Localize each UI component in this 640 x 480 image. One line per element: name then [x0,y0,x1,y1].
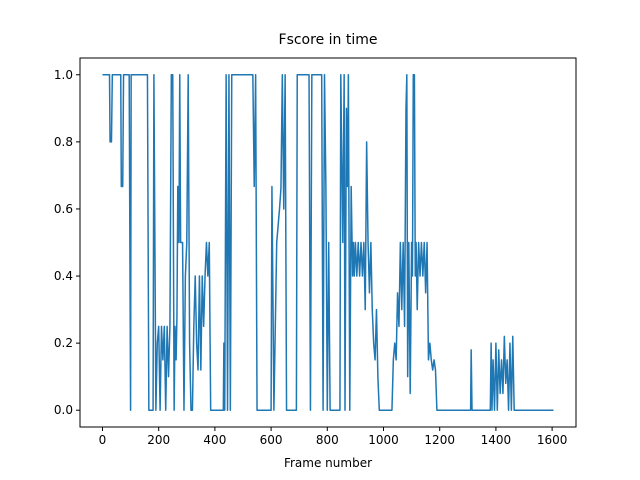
axes-frame [79,57,577,428]
x-tick-label: 200 [147,433,170,447]
y-tick-label: 1.0 [54,68,73,82]
x-tick-label: 0 [99,433,107,447]
y-tick-label: 0.4 [54,269,73,283]
data-line [102,74,554,411]
x-tick-label: 1400 [481,433,512,447]
y-tick-label: 0.8 [54,135,73,149]
y-tick-label: 0.2 [54,336,73,350]
chart-title: Fscore in time [279,32,378,48]
x-tick-label: 600 [260,433,283,447]
x-tick-label: 400 [203,433,226,447]
x-tick-label: 1000 [368,433,399,447]
x-axis-label: Frame number [284,456,372,470]
x-tick-label: 800 [316,433,339,447]
y-tick-label: 0.6 [54,202,73,216]
y-tick-label: 0.0 [54,403,73,417]
x-tick-label: 1600 [537,433,568,447]
x-tick-label: 1200 [424,433,455,447]
